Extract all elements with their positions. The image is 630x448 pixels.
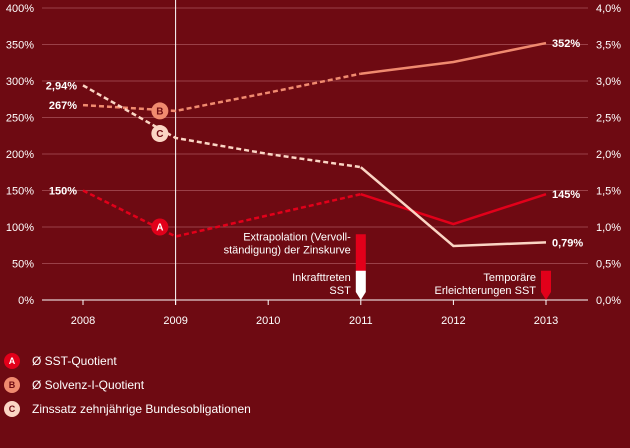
chart-plot: 0% 0,0% 50% 0,5% 100% 1,0% 150% 1,5% 200% 2,0% 250… [6, 0, 621, 327]
legend-label-c: Zinssatz zehnjährige Bundesobligationen [32, 402, 251, 416]
annotation-arrow [355, 270, 366, 300]
y-left-tick-label: 150% [6, 186, 34, 198]
y-right-tick-label: 2,0% [596, 149, 621, 161]
legend-badge-b: B [4, 377, 20, 393]
x-tick-label: 2009 [163, 315, 187, 327]
series-marker-letter-b: B [156, 106, 163, 117]
x-tick-label: 2008 [71, 315, 95, 327]
y-left-tick-label: 250% [6, 113, 34, 125]
annotation-text: Inkrafttreten [292, 272, 351, 284]
legend-item-a: A Ø SST-Quotient [4, 351, 117, 371]
x-tick-label: 2013 [534, 315, 558, 327]
data-label: 0,79% [552, 237, 583, 249]
annotation-arrow [541, 270, 551, 300]
series-line-b-solid [360, 41, 547, 75]
y-left-tick-label: 0% [18, 295, 34, 307]
y-left-tick-label: 350% [6, 40, 34, 52]
y-left-tick-label: 200% [6, 149, 34, 161]
annotation-text: Extrapolation (Vervoll- [243, 231, 351, 243]
y-left-tick-label: 100% [6, 222, 34, 234]
series-line-a-dashed [82, 189, 362, 238]
legend-label-a: Ø SST-Quotient [32, 354, 117, 368]
y-left-tick-label: 400% [6, 3, 34, 15]
legend-item-c: C Zinssatz zehnjährige Bundesobligatione… [4, 399, 251, 419]
y-left-tick-label: 300% [6, 76, 34, 88]
y-left-tick-label: 50% [12, 259, 34, 271]
legend-label-b: Ø Solvenz-I-Quotient [32, 378, 145, 392]
data-label: 267% [49, 100, 77, 112]
series-marker-c [151, 125, 169, 143]
annotation-text: Temporäre [483, 272, 536, 284]
data-label: 2,94% [46, 80, 77, 92]
annotation-text: SST [329, 285, 351, 297]
x-tick-label: 2010 [256, 315, 280, 327]
series-marker-letter-c: C [156, 129, 163, 140]
x-tick-label: 2011 [349, 315, 373, 327]
series-marker-a [151, 218, 169, 236]
data-label: 352% [552, 38, 580, 50]
y-right-tick-label: 1,0% [596, 222, 621, 234]
y-right-tick-label: 2,5% [596, 113, 621, 125]
data-label: 145% [552, 189, 580, 201]
series-line-c-solid [359, 166, 547, 248]
y-right-tick-label: 0,0% [596, 295, 621, 307]
series-line-b-dashed [82, 72, 362, 113]
legend-item-b: B Ø Solvenz-I-Quotient [4, 375, 144, 395]
legend-badge-a: A [4, 353, 20, 369]
annotation-text: Erleichterungen SST [435, 285, 537, 297]
series-line-c-dashed [82, 84, 361, 169]
y-right-tick-label: 0,5% [596, 259, 621, 271]
y-right-tick-label: 3,0% [596, 76, 621, 88]
y-right-tick-label: 1,5% [596, 186, 621, 198]
series-marker-b [151, 102, 169, 120]
x-tick-label: 2012 [441, 315, 465, 327]
y-right-tick-label: 4,0% [596, 3, 621, 15]
series-line-a-solid [360, 192, 547, 226]
annotation-arrow [355, 234, 366, 279]
annotation-text: ständigung) der Zinskurve [224, 244, 351, 256]
legend-badge-c: C [4, 401, 20, 417]
data-label: 150% [49, 186, 77, 198]
y-right-tick-label: 3,5% [596, 40, 621, 52]
series-marker-letter-a: A [156, 223, 163, 234]
